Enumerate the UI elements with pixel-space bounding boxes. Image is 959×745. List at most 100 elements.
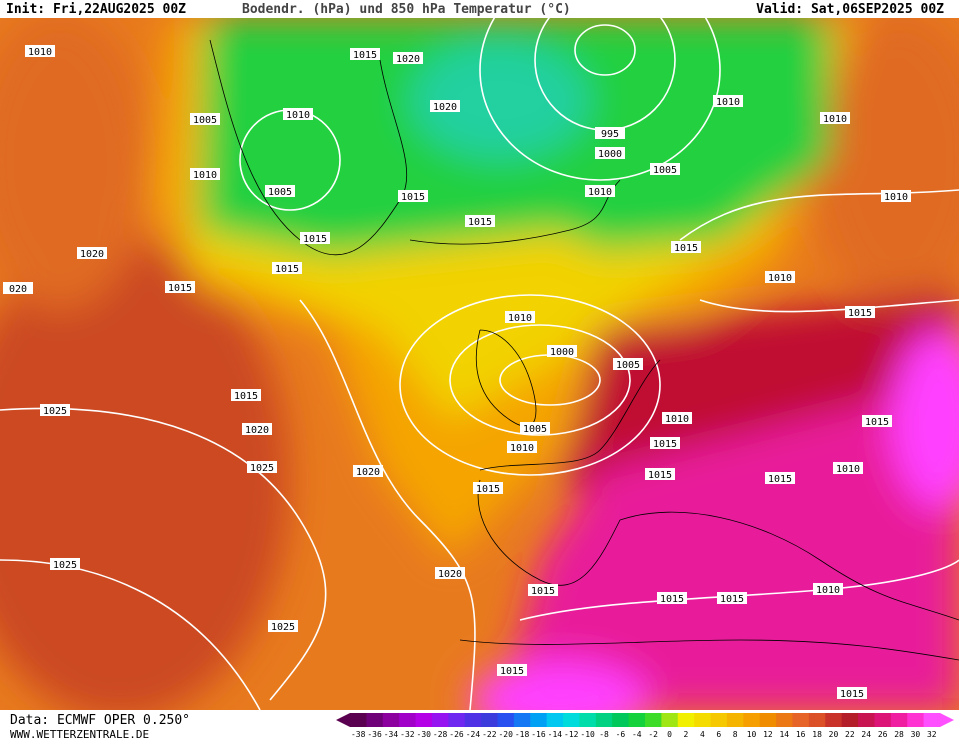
colorbar-label: 30	[911, 730, 921, 739]
isobar-label: 1015	[717, 592, 747, 605]
isobar-label: 1010	[507, 441, 537, 454]
isobar-value: 1010	[588, 187, 612, 198]
label-box	[300, 232, 330, 244]
label-box	[190, 113, 220, 125]
colorbar-bin	[841, 713, 859, 727]
isobar-value: 1015	[353, 50, 377, 61]
isobar-value: 1015	[168, 283, 192, 294]
colorbar-label: -16	[531, 730, 546, 739]
isobar-value: 1010	[193, 170, 217, 181]
isobar-label: 1005	[613, 358, 643, 371]
label-box	[350, 48, 380, 60]
colorbar-bin	[661, 713, 679, 727]
isobar-value: 995	[601, 129, 619, 140]
isobar-label: 1000	[595, 147, 625, 160]
isobar-value: 1015	[768, 474, 792, 485]
colorbar-bin	[890, 713, 908, 727]
colorbar-label: -32	[400, 730, 415, 739]
isobar-label: 1015	[272, 262, 302, 275]
colorbar-arrow-left	[336, 713, 350, 727]
colorbar-label: -10	[580, 730, 595, 739]
isobar-value: 1015	[303, 234, 327, 245]
source-url: WWW.WETTERZENTRALE.DE	[10, 728, 149, 741]
isobar-value: 1005	[653, 165, 677, 176]
colorbar-bin	[448, 713, 466, 727]
colorbar-bin	[366, 713, 384, 727]
isobar-value: 1010	[836, 464, 860, 475]
isobar-label: 1020	[77, 247, 107, 260]
colorbar-label: 8	[733, 730, 738, 739]
colorbar-label: 28	[894, 730, 904, 739]
colorbar-label: -6	[616, 730, 626, 739]
colorbar-bin	[497, 713, 515, 727]
isobar-value: 1015	[468, 217, 492, 228]
isobar-label: 1010	[765, 271, 795, 284]
colorbar-label: 12	[763, 730, 773, 739]
colorbar-bin	[513, 713, 531, 727]
isobar-label: 1010	[283, 108, 313, 121]
isobar-label: 1015	[300, 232, 330, 245]
isobar-label: 1015	[398, 190, 428, 203]
colorbar-label: 24	[861, 730, 871, 739]
isobar-label: 1015	[465, 215, 495, 228]
colorbar-label: 26	[878, 730, 888, 739]
isobar-label: 1020	[353, 465, 383, 478]
isobar-label: 1015	[473, 482, 503, 495]
isobar-value: 1020	[80, 249, 104, 260]
label-box	[845, 306, 875, 318]
label-box	[25, 45, 55, 57]
colorbar-bin	[874, 713, 892, 727]
label-box	[242, 423, 272, 435]
label-box	[662, 412, 692, 424]
isobar-label: 1010	[713, 95, 743, 108]
colorbar-label: -34	[384, 730, 399, 739]
isobar-label: 1015	[528, 584, 558, 597]
isobar-value: 1015	[840, 689, 864, 700]
colorbar-bin	[464, 713, 482, 727]
colorbar-bin	[579, 713, 597, 727]
isobar-label: 1010	[190, 168, 220, 181]
isobar-value: 1015	[674, 243, 698, 254]
isobar-value: 1010	[816, 585, 840, 596]
colorbar-label: -14	[548, 730, 563, 739]
colorbar-bin	[415, 713, 433, 727]
colorbar-arrow-right	[940, 713, 954, 727]
colorbar-label: -20	[498, 730, 513, 739]
label-box	[265, 185, 295, 197]
colorbar-bin	[694, 713, 712, 727]
colorbar-label: 18	[812, 730, 822, 739]
isobar-value: 1010	[884, 192, 908, 203]
isobar-label: 1010	[25, 45, 55, 58]
isobar-label: 995	[595, 127, 625, 140]
label-box	[473, 482, 503, 494]
colorbar-label: -8	[599, 730, 609, 739]
isobar-value: 1015	[234, 391, 258, 402]
isobar-label: 1000	[547, 345, 577, 358]
colorbar-bin	[825, 713, 843, 727]
isobar-label: 020	[3, 282, 33, 295]
colorbar-bin	[481, 713, 498, 727]
isobar-value: 1015	[275, 264, 299, 275]
isobar-value: 1015	[653, 439, 677, 450]
label-box	[650, 163, 680, 175]
label-box	[50, 558, 80, 570]
isobar-label: 1015	[765, 472, 795, 485]
colorbar-label: -24	[466, 730, 481, 739]
map-title: Bodendr. (hPa) und 850 hPa Temperatur (°…	[242, 2, 571, 17]
colorbar-label: -12	[564, 730, 579, 739]
init-time: Init: Fri,22AUG2025 00Z	[6, 2, 186, 17]
isobar-value: 1015	[848, 308, 872, 319]
isobar-label: 1025	[50, 558, 80, 571]
isobar-label: 1015	[657, 592, 687, 605]
isobar-value: 020	[9, 284, 27, 295]
isobar-value: 1005	[523, 424, 547, 435]
label-box	[231, 389, 261, 401]
isobar-value: 1020	[245, 425, 269, 436]
label-box	[881, 190, 911, 202]
isobar-label: 1015	[497, 664, 527, 677]
label-box	[353, 465, 383, 477]
colorbar-bin	[399, 713, 417, 727]
isobar-value: 1015	[401, 192, 425, 203]
isobar-value: 1015	[648, 470, 672, 481]
colorbar-bin	[677, 713, 695, 727]
